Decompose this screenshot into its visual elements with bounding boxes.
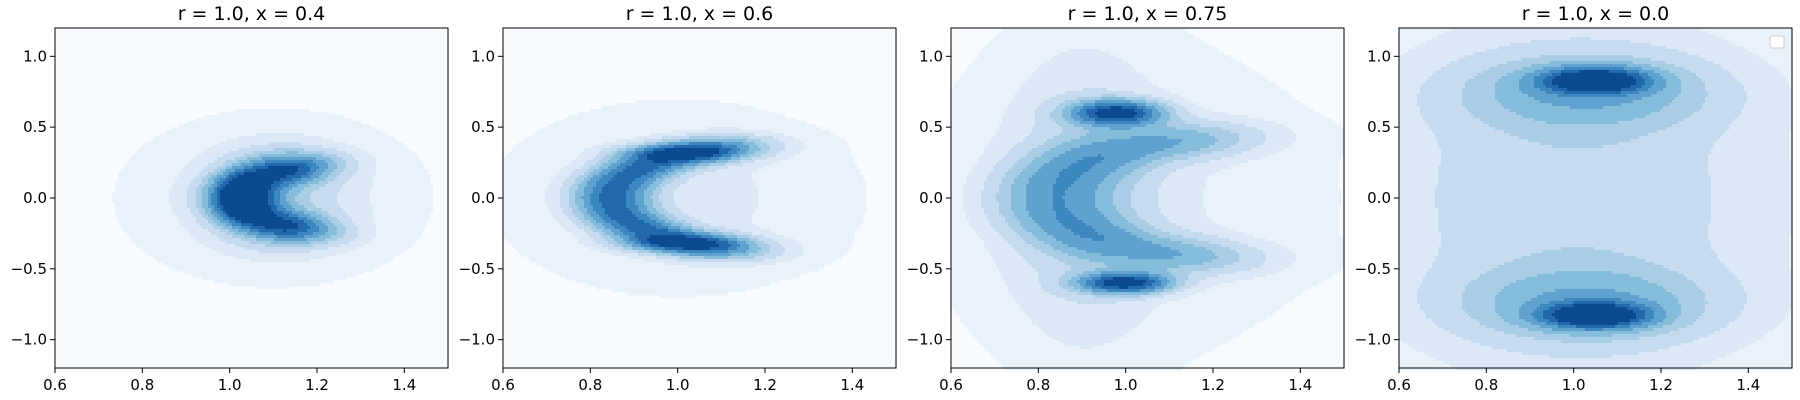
x-tick-label: 1.4 [392, 376, 416, 394]
y-tick-label: −0.5 [11, 260, 47, 278]
subplot-title: r = 1.0, x = 0.0 [1522, 3, 1670, 25]
x-tick-label: 0.6 [43, 376, 67, 394]
y-tick-label: 0.0 [919, 189, 943, 207]
density-contours [503, 100, 867, 299]
y-tick-label: 0.0 [471, 189, 495, 207]
density-contours [951, 28, 1345, 371]
y-tick-label: 0.5 [919, 118, 943, 136]
x-tick-label: 1.2 [305, 376, 329, 394]
density-contours [1399, 28, 1793, 371]
y-tick-label: 0.5 [23, 118, 47, 136]
subplot-3: r = 1.0, x = 0.75 0.6 0.8 1.0 1.2 1.4 −1.0 −0.5… [907, 3, 1345, 394]
y-tick-label: −1.0 [1355, 331, 1391, 349]
y-tick-label: −1.0 [11, 331, 47, 349]
x-tick-label: 1.0 [1114, 376, 1138, 394]
x-tick-label: 1.0 [1562, 376, 1586, 394]
subplot-2: r = 1.0, x = 0.6 0.6 0.8 1.0 1.2 1.4 −1.0 −0.5 0… [459, 3, 897, 394]
x-tick-label: 0.6 [939, 376, 963, 394]
y-tick-label: 0.5 [1367, 118, 1391, 136]
x-tick-label: 1.2 [753, 376, 777, 394]
x-tick-label: 0.8 [578, 376, 602, 394]
legend-box [1769, 35, 1785, 49]
x-tick-label: 0.8 [130, 376, 154, 394]
y-tick-label: 0.0 [23, 189, 47, 207]
subplot-title: r = 1.0, x = 0.6 [626, 3, 774, 25]
x-tick-label: 0.6 [491, 376, 515, 394]
y-tick-label: −0.5 [459, 260, 495, 278]
x-tick-label: 1.2 [1649, 376, 1673, 394]
subplot-title: r = 1.0, x = 0.75 [1068, 3, 1228, 25]
subplot-1: r = 1.0, x = 0.4 0.6 0.8 1.0 1.2 1.4 −1.0 −0.5 0… [11, 3, 449, 394]
subplot-4: r = 1.0, x = 0.0 0.6 0.8 1.0 1.2 1.4 −1.0 −0.5 0… [1355, 3, 1793, 394]
x-tick-label: 0.8 [1026, 376, 1050, 394]
x-tick-label: 1.0 [218, 376, 242, 394]
y-tick-label: 1.0 [23, 47, 47, 65]
subplot-title: r = 1.0, x = 0.4 [178, 3, 326, 25]
x-tick-label: 1.4 [1736, 376, 1760, 394]
y-tick-label: −0.5 [1355, 260, 1391, 278]
y-tick-label: −1.0 [907, 331, 943, 349]
y-tick-label: 0.0 [1367, 189, 1391, 207]
density-contours [112, 109, 434, 290]
y-tick-label: −0.5 [907, 260, 943, 278]
x-tick-label: 0.8 [1474, 376, 1498, 394]
x-tick-label: 1.2 [1201, 376, 1225, 394]
x-tick-label: 1.4 [840, 376, 864, 394]
x-tick-label: 1.4 [1288, 376, 1312, 394]
x-tick-label: 1.0 [666, 376, 690, 394]
y-tick-label: 1.0 [919, 47, 943, 65]
y-tick-label: 1.0 [1367, 47, 1391, 65]
x-tick-label: 0.6 [1387, 376, 1411, 394]
y-tick-label: 0.5 [471, 118, 495, 136]
y-tick-label: 1.0 [471, 47, 495, 65]
y-tick-label: −1.0 [459, 331, 495, 349]
